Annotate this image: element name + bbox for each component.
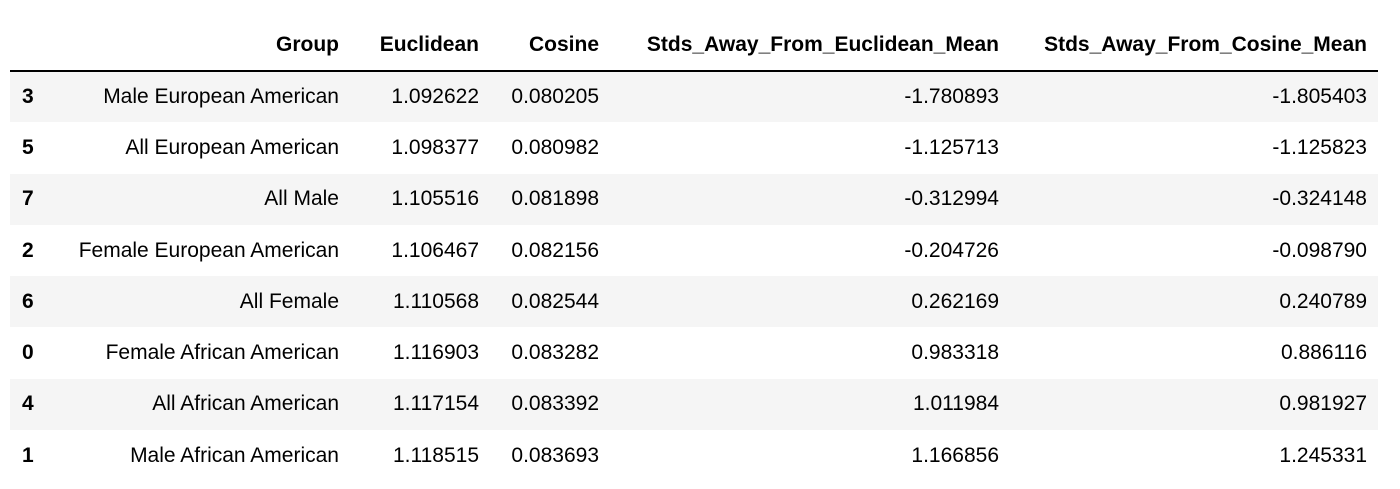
euclidean-header: Euclidean bbox=[350, 20, 490, 72]
group-header: Group bbox=[50, 20, 350, 72]
stds-euclidean-cell: 1.166856 bbox=[911, 443, 999, 467]
group-cell: Male European American bbox=[103, 85, 339, 109]
stds-cosine-cell: -0.098790 bbox=[1272, 238, 1367, 262]
stds-cosine-cell: -1.125823 bbox=[1272, 135, 1367, 159]
euclidean-cell: 1.092622 bbox=[391, 85, 479, 109]
group-cell: All Female bbox=[239, 289, 339, 313]
stds-cosine-cell: 0.886116 bbox=[1280, 341, 1367, 365]
stds-cosine-cell: 0.981927 bbox=[1279, 392, 1367, 416]
row-index: 6 bbox=[22, 289, 34, 313]
row-index: 2 bbox=[22, 238, 34, 262]
euclidean-cell: 1.118515 bbox=[392, 443, 479, 467]
stds-euclidean-cell: 1.011984 bbox=[912, 392, 999, 416]
dataframe-output: Group Euclidean Cosine Stds_Away_From_Eu… bbox=[10, 20, 1378, 481]
stds-euclidean-cell: -0.204726 bbox=[904, 238, 999, 262]
group-cell: All Male bbox=[264, 187, 339, 211]
euclidean-cell: 1.116903 bbox=[392, 341, 479, 365]
cosine-cell: 0.082156 bbox=[511, 238, 599, 262]
stds-euclidean-header: Stds_Away_From_Euclidean_Mean bbox=[610, 20, 1010, 72]
euclidean-cell: 1.106467 bbox=[391, 238, 479, 262]
group-cell: Female African American bbox=[105, 341, 339, 365]
dataframe-table: Group Euclidean Cosine Stds_Away_From_Eu… bbox=[10, 20, 1378, 481]
stds-euclidean-cell: -0.312994 bbox=[904, 187, 999, 211]
cosine-cell: 0.080982 bbox=[511, 135, 599, 159]
cosine-cell: 0.082544 bbox=[511, 289, 599, 313]
group-cell: All European American bbox=[125, 135, 339, 159]
stds-cosine-cell: -0.324148 bbox=[1272, 187, 1367, 211]
stds-euclidean-cell: 0.262169 bbox=[911, 289, 999, 313]
cosine-cell: 0.083392 bbox=[511, 392, 599, 416]
stds-cosine-header: Stds_Away_From_Cosine_Mean bbox=[1010, 20, 1378, 72]
table-row: 2 Female European American 1.106467 0.08… bbox=[10, 225, 1378, 276]
cosine-cell: 0.080205 bbox=[511, 85, 599, 109]
cosine-header: Cosine bbox=[490, 20, 610, 72]
cosine-cell: 0.081898 bbox=[511, 187, 599, 211]
stds-cosine-cell: 1.245331 bbox=[1279, 443, 1367, 467]
table-row: 0 Female African American 1.116903 0.083… bbox=[10, 327, 1378, 378]
row-index: 5 bbox=[22, 135, 34, 159]
row-index: 0 bbox=[22, 341, 34, 365]
table-row: 5 All European American 1.098377 0.08098… bbox=[10, 122, 1378, 173]
euclidean-cell: 1.105516 bbox=[391, 187, 479, 211]
header-row: Group Euclidean Cosine Stds_Away_From_Eu… bbox=[10, 20, 1378, 72]
table-row: 1 Male African American 1.118515 0.08369… bbox=[10, 430, 1378, 481]
euclidean-cell: 1.117154 bbox=[392, 392, 479, 416]
stds-cosine-cell: 0.240789 bbox=[1279, 289, 1367, 313]
row-index: 3 bbox=[22, 85, 34, 109]
row-index: 1 bbox=[22, 443, 34, 467]
euclidean-cell: 1.098377 bbox=[391, 135, 479, 159]
table-row: 4 All African American 1.117154 0.083392… bbox=[10, 378, 1378, 431]
stds-euclidean-cell: -1.125713 bbox=[904, 135, 999, 159]
stds-cosine-cell: -1.805403 bbox=[1272, 85, 1367, 109]
euclidean-cell: 1.110568 bbox=[392, 289, 479, 313]
group-cell: Female European American bbox=[78, 238, 339, 262]
table-row: 7 All Male 1.105516 0.081898 -0.312994 -… bbox=[10, 173, 1378, 225]
index-header bbox=[10, 20, 50, 72]
table-row: 6 All Female 1.110568 0.082544 0.262169 … bbox=[10, 276, 1378, 328]
group-cell: Male African American bbox=[130, 443, 339, 467]
row-index: 4 bbox=[22, 392, 34, 416]
group-cell: All African American bbox=[152, 392, 339, 416]
cosine-cell: 0.083282 bbox=[511, 341, 599, 365]
stds-euclidean-cell: 0.983318 bbox=[911, 341, 999, 365]
stds-euclidean-cell: -1.780893 bbox=[904, 85, 999, 109]
row-index: 7 bbox=[22, 187, 34, 211]
table-row: 3 Male European American 1.092622 0.0802… bbox=[10, 71, 1378, 123]
cosine-cell: 0.083693 bbox=[511, 443, 599, 467]
